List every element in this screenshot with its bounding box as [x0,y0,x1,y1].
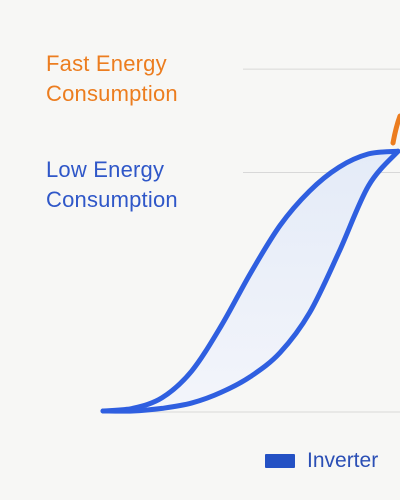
fast-energy-label: Fast Energy Consumption [46,49,178,109]
low-energy-label-line2: Consumption [46,187,178,212]
series-line-upper [100,148,400,414]
fast-energy-label-line1: Fast Energy [46,51,167,76]
fast-energy-label-line2: Consumption [46,81,178,106]
fast-consumption-line [390,113,400,146]
legend-label: Inverter [307,449,379,472]
area-between-curves [103,151,398,412]
low-energy-label-line1: Low Energy [46,157,165,182]
legend: Inverter [265,447,378,475]
legend-swatch [265,454,295,468]
low-energy-label: Low Energy Consumption [46,155,178,215]
series-line-lower [100,148,400,414]
